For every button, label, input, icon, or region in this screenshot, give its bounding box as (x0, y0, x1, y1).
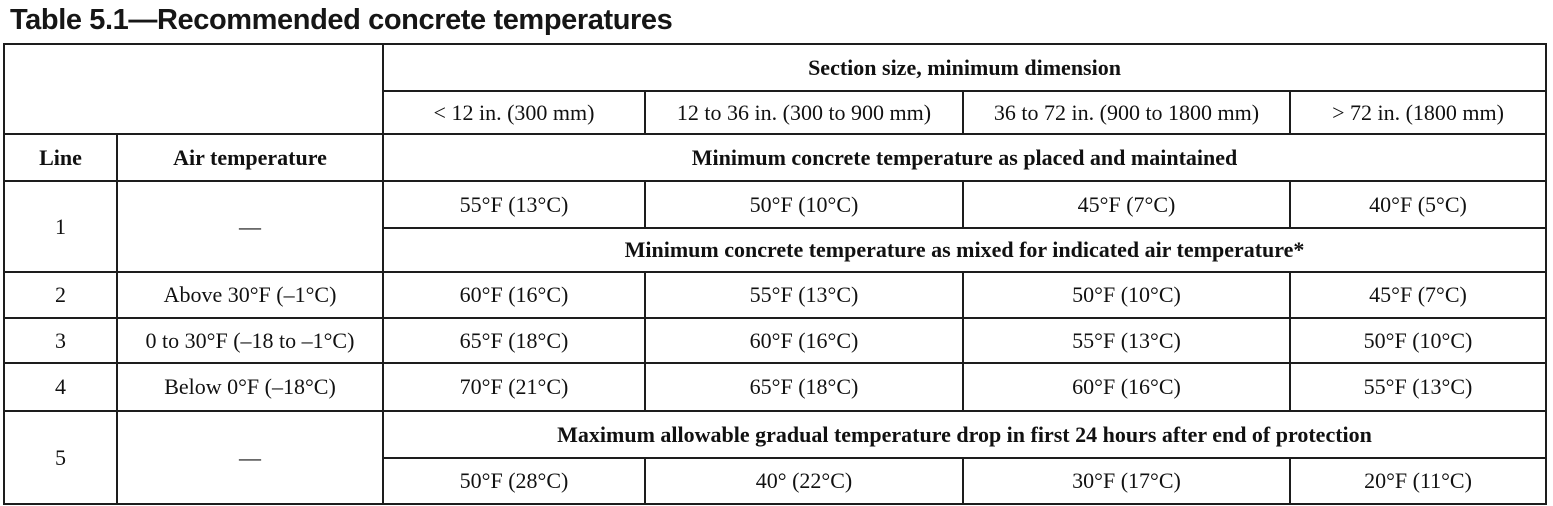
section-size-header: Section size, minimum dimension (381, 43, 1548, 92)
air-temperature-header: Air temperature (116, 133, 384, 182)
value-cell: 60°F (16°C) (644, 317, 964, 364)
value-cell: 55°F (13°C) (962, 317, 1291, 364)
column-header-36-72in: 36 to 72 in. (900 to 1800 mm) (962, 90, 1291, 135)
band-header-placed: Minimum concrete temperature as placed a… (381, 133, 1548, 182)
value-cell: 65°F (18°C) (644, 362, 964, 412)
line-number-cell: 4 (3, 362, 118, 412)
air-temperature-cell: Above 30°F (–1°C) (116, 271, 384, 319)
column-header-lt-12in: < 12 in. (300 mm) (382, 90, 646, 135)
value-cell: 55°F (13°C) (644, 271, 964, 319)
line-number-cell: 1 (3, 180, 118, 273)
line-number-cell: 2 (3, 271, 118, 319)
table-title: Table 5.1—Recommended concrete temperatu… (10, 4, 673, 36)
line-header: Line (3, 133, 118, 182)
recommended-concrete-temperatures-table: Section size, minimum dimension < 12 in.… (3, 43, 1548, 505)
value-cell: 60°F (16°C) (382, 271, 646, 319)
value-cell: 65°F (18°C) (382, 317, 646, 364)
line-number-cell: 5 (3, 410, 118, 505)
column-header-12-36in: 12 to 36 in. (300 to 900 mm) (644, 90, 964, 135)
band-header-drop: Maximum allowable gradual temperature dr… (381, 410, 1548, 459)
air-temperature-cell: — (116, 180, 384, 273)
value-cell: 30°F (17°C) (962, 457, 1291, 505)
air-temperature-cell: 0 to 30°F (–18 to –1°C) (116, 317, 384, 364)
air-temperature-cell: — (116, 410, 384, 505)
column-header-gt-72in: > 72 in. (1800 mm) (1288, 90, 1548, 135)
value-cell: 55°F (13°C) (1288, 362, 1548, 412)
value-cell: 20°F (11°C) (1288, 457, 1548, 505)
band-header-mixed: Minimum concrete temperature as mixed fo… (381, 227, 1548, 273)
corner-empty-cell (3, 43, 384, 135)
value-cell: 50°F (28°C) (382, 457, 646, 505)
line-number-cell: 3 (3, 317, 118, 364)
value-cell: 45°F (7°C) (962, 180, 1291, 229)
value-cell: 50°F (10°C) (962, 271, 1291, 319)
value-cell: 70°F (21°C) (382, 362, 646, 412)
air-temperature-cell: Below 0°F (–18°C) (116, 362, 384, 412)
value-cell: 60°F (16°C) (962, 362, 1291, 412)
value-cell: 45°F (7°C) (1288, 271, 1548, 319)
value-cell: 40° (22°C) (644, 457, 964, 505)
value-cell: 40°F (5°C) (1288, 180, 1548, 229)
value-cell: 50°F (10°C) (1288, 317, 1548, 364)
value-cell: 50°F (10°C) (644, 180, 964, 229)
value-cell: 55°F (13°C) (382, 180, 646, 229)
